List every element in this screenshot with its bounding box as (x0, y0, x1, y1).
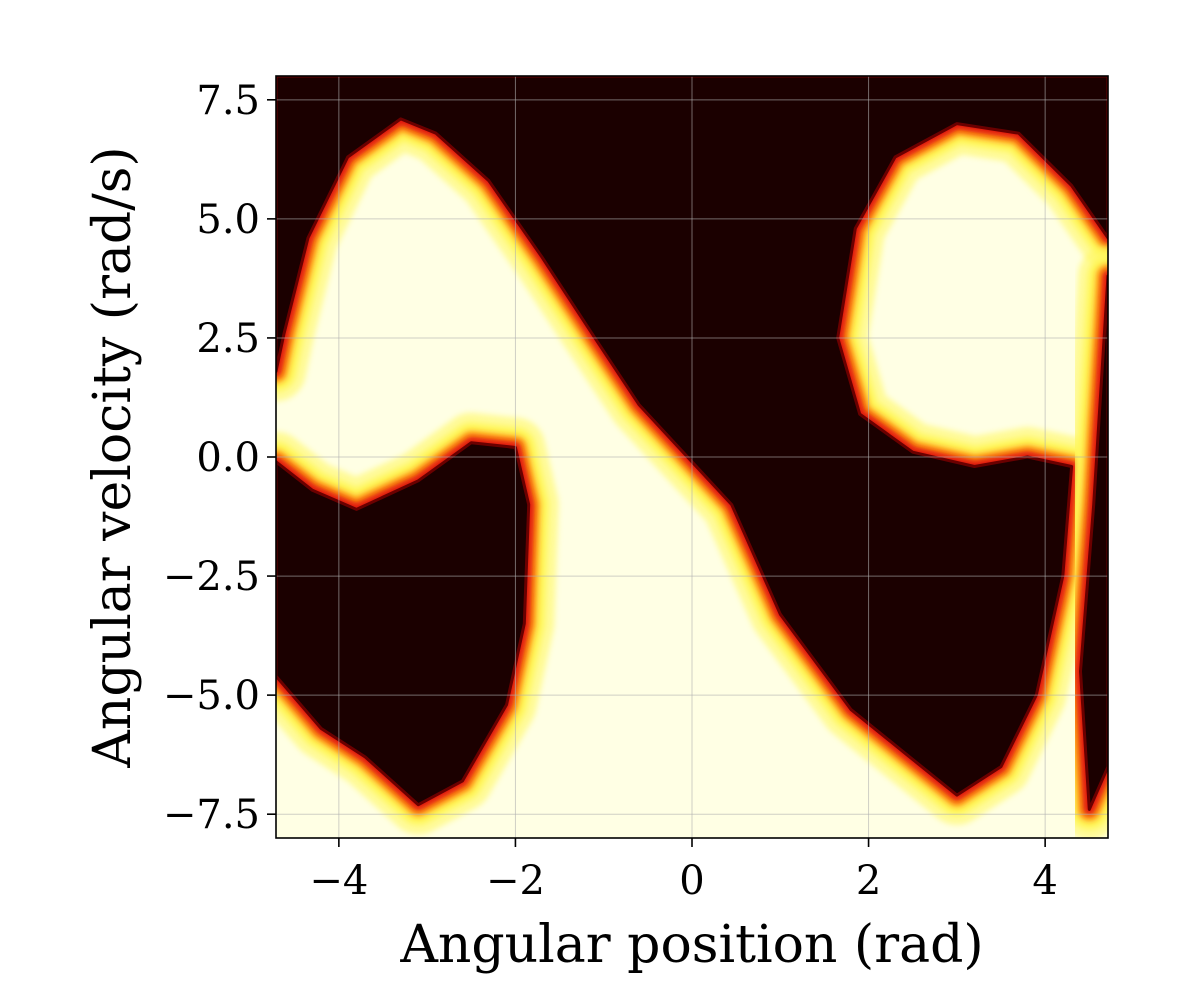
x-tick-label: −4 (309, 858, 368, 904)
y-tick-label: 2.5 (196, 316, 260, 362)
x-axis-label: Angular position (rad) (399, 915, 983, 975)
grid-lines (276, 76, 1108, 838)
y-tick-label: 5.0 (196, 197, 260, 243)
x-tick-label: −2 (486, 858, 545, 904)
x-tick-label: 4 (1032, 858, 1057, 904)
y-tick-label: −5.0 (163, 673, 260, 719)
x-tick-label: 0 (679, 858, 704, 904)
core-dark-right-lobe-tail (1079, 274, 1108, 811)
x-axis: −4 −2 0 2 4 (309, 838, 1058, 904)
x-tick-label: 2 (856, 858, 881, 904)
y-tick-label: 0.0 (196, 435, 260, 481)
y-tick-label: −2.5 (163, 554, 260, 600)
region-dark-left-lobe (276, 412, 559, 835)
region-dark-right-lobe-tail (1050, 246, 1108, 838)
y-axis-label: Angular velocity (rad/s) (83, 146, 143, 768)
y-tick-label: −7.5 (163, 792, 260, 838)
y-tick-label: 7.5 (196, 78, 260, 124)
y-axis: 7.5 5.0 2.5 0.0 −2.5 −5.0 −7.5 (163, 78, 276, 838)
